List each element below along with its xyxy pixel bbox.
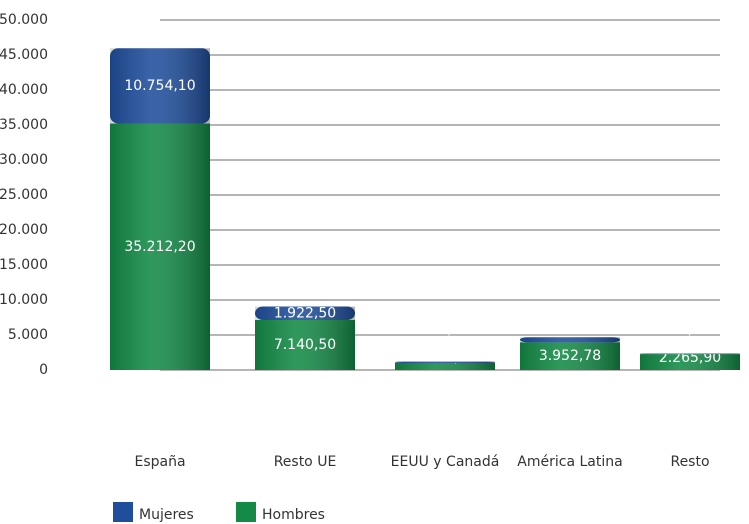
data-label: 722,99 — [546, 320, 595, 336]
x-tick-label: Resto UE — [274, 454, 337, 470]
bar-shade — [255, 306, 355, 321]
bar-shade — [520, 337, 620, 343]
bar-shade — [520, 342, 620, 370]
legend-swatch — [236, 502, 256, 522]
legend-label: Mujeres — [139, 507, 194, 523]
bar-shade — [110, 48, 210, 124]
y-tick-label: 15.000 — [0, 257, 48, 273]
x-tick-label: España — [134, 454, 185, 470]
data-label: 2.265,90 — [659, 350, 721, 366]
data-label: 1.006,50 — [414, 350, 476, 366]
bar-shade — [640, 353, 740, 355]
y-tick-label: 40.000 — [0, 82, 48, 98]
data-label: 7.140,50 — [274, 337, 336, 353]
data-label: 3.952,78 — [539, 348, 601, 364]
y-tick-label: 10.000 — [0, 292, 48, 308]
data-label: 10.754,10 — [124, 78, 195, 94]
y-tick-label: 25.000 — [0, 187, 48, 203]
bar-shade — [395, 362, 495, 370]
y-tick-label: 45.000 — [0, 47, 48, 63]
legend-label: Hombres — [262, 507, 325, 523]
bar-shade — [640, 354, 740, 370]
y-tick-label: 20.000 — [0, 222, 48, 238]
bar-shade — [395, 361, 495, 363]
bar-shade — [255, 320, 355, 370]
y-tick-label: 35.000 — [0, 117, 48, 133]
data-label: 35.212,20 — [124, 239, 195, 255]
data-label: 194,50 — [421, 322, 470, 338]
x-tick-label: Resto — [670, 454, 709, 470]
data-label: 1.922,50 — [274, 305, 336, 321]
y-tick-label: 5.000 — [8, 327, 48, 343]
legend-swatch — [113, 502, 133, 522]
y-tick-label: 30.000 — [0, 152, 48, 168]
y-tick-label: 0 — [39, 362, 48, 378]
x-tick-label: EEUU y Canadá — [391, 454, 500, 470]
y-tick-label: 50.000 — [0, 12, 48, 28]
data-label: 83,00 — [670, 322, 710, 338]
x-tick-label: América Latina — [517, 454, 622, 470]
bar-shade — [110, 123, 210, 370]
